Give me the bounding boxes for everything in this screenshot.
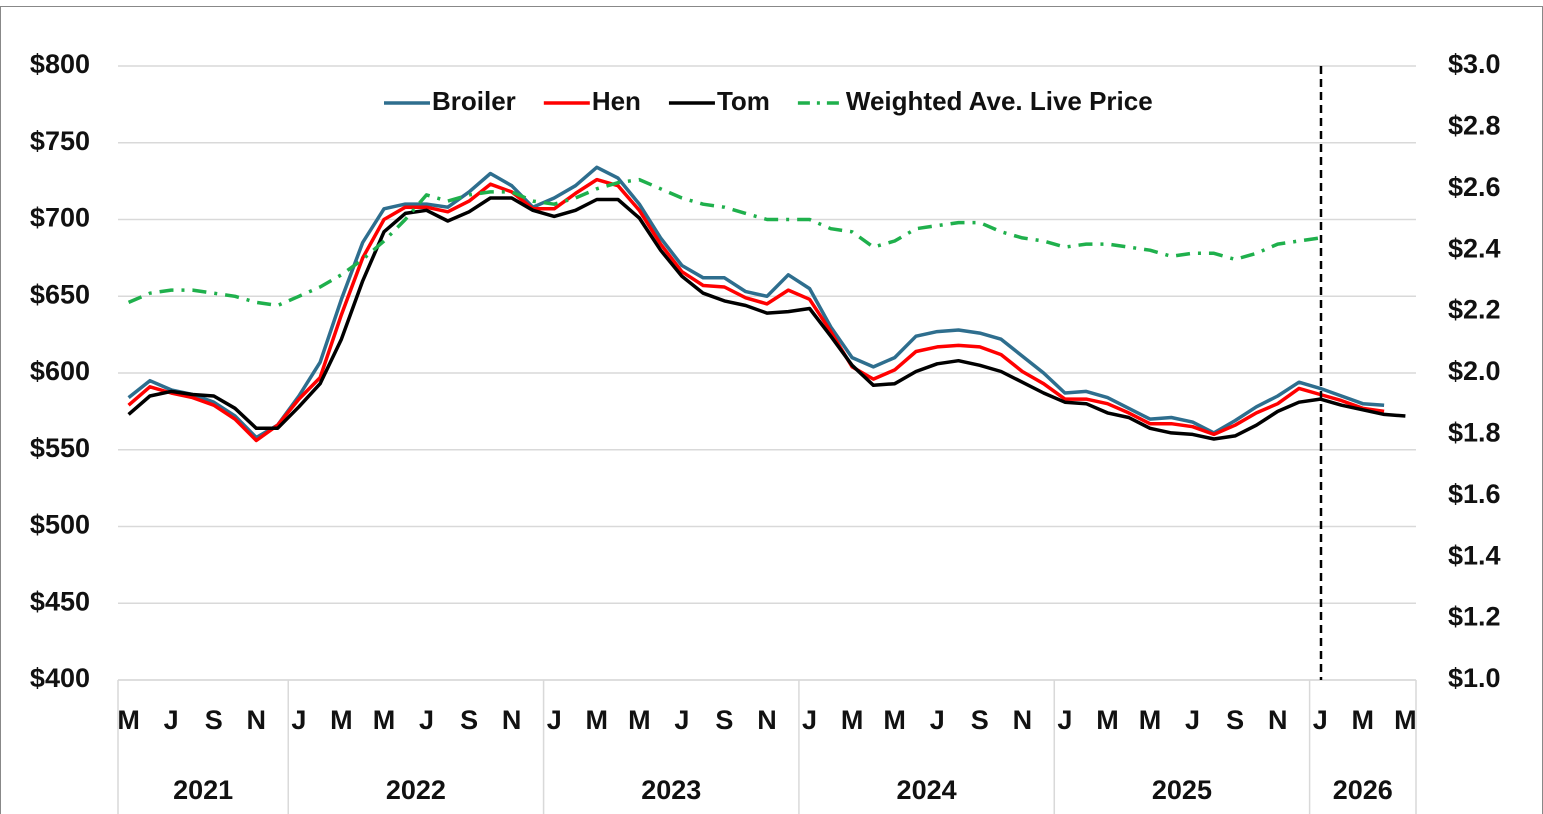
series-line xyxy=(127,177,1385,443)
x-group-label: 2022 xyxy=(386,775,446,805)
legend-label: Hen xyxy=(592,86,641,116)
y2-tick-label: $1.0 xyxy=(1448,663,1501,693)
x-tick-label: M xyxy=(883,705,906,735)
y2-tick-label: $2.0 xyxy=(1448,356,1501,386)
x-tick-label: S xyxy=(971,705,989,735)
x-tick-label: J xyxy=(930,705,945,735)
y2-tick-label: $1.2 xyxy=(1448,602,1501,632)
x-tick-label: M xyxy=(1352,705,1375,735)
x-tick-label: J xyxy=(1185,705,1200,735)
legend-label: Broiler xyxy=(432,86,516,116)
x-tick-label: N xyxy=(247,705,267,735)
x-tick-label: S xyxy=(460,705,478,735)
x-group-label: 2025 xyxy=(1152,775,1212,805)
x-tick-label: M xyxy=(586,705,609,735)
x-tick-label: M xyxy=(1394,705,1417,735)
x-group-label: 2023 xyxy=(641,775,701,805)
y2-tick-label: $3.0 xyxy=(1448,49,1501,79)
y2-tick-label: $2.8 xyxy=(1448,111,1501,141)
x-tick-label: J xyxy=(802,705,817,735)
x-tick-label: M xyxy=(628,705,651,735)
x-tick-label: J xyxy=(164,705,179,735)
y-tick-label: $700 xyxy=(30,203,90,233)
legend-label: Tom xyxy=(717,86,770,116)
x-group-label: 2024 xyxy=(897,775,957,805)
y-tick-label: $550 xyxy=(30,433,90,463)
x-group-label: 2021 xyxy=(173,775,233,805)
x-tick-label: J xyxy=(1313,705,1328,735)
legend: Broiler Hen Tom Weighted Ave. Live Price xyxy=(384,86,1153,116)
x-tick-label: N xyxy=(502,705,522,735)
x-tick-label: S xyxy=(1226,705,1244,735)
y-tick-label: $750 xyxy=(30,126,90,156)
x-tick-label: N xyxy=(1013,705,1033,735)
frame xyxy=(0,6,1543,814)
legend-label: Weighted Ave. Live Price xyxy=(846,86,1153,116)
x-tick-label: J xyxy=(547,705,562,735)
x-tick-label: N xyxy=(757,705,777,735)
series-line xyxy=(127,177,1321,308)
x-tick-label: M xyxy=(1139,705,1162,735)
x-tick-label: M xyxy=(373,705,396,735)
y2-tick-label: $2.2 xyxy=(1448,295,1501,325)
y2-tick-label: $1.8 xyxy=(1448,418,1501,448)
y-tick-label: $600 xyxy=(30,356,90,386)
y-tick-label: $650 xyxy=(30,279,90,309)
x-tick-label: J xyxy=(291,705,306,735)
x-tick-label: J xyxy=(674,705,689,735)
y2-tick-label: $1.4 xyxy=(1448,540,1501,570)
x-tick-label: M xyxy=(330,705,353,735)
x-tick-label: J xyxy=(1057,705,1072,735)
x-tick-label: S xyxy=(715,705,733,735)
series-line xyxy=(127,196,1406,441)
x-tick-label: M xyxy=(841,705,864,735)
y-tick-label: $500 xyxy=(30,510,90,540)
y-tick-label: $400 xyxy=(30,663,90,693)
x-tick-label: N xyxy=(1268,705,1288,735)
y-tick-label: $800 xyxy=(30,49,90,79)
x-group-label: 2026 xyxy=(1333,775,1393,805)
x-tick-label: S xyxy=(205,705,223,735)
x-tick-label: M xyxy=(117,705,140,735)
x-tick-label: M xyxy=(1096,705,1119,735)
y2-tick-label: $1.6 xyxy=(1448,479,1501,509)
y-tick-label: $450 xyxy=(30,586,90,616)
y2-tick-label: $2.6 xyxy=(1448,172,1501,202)
y2-tick-label: $2.4 xyxy=(1448,233,1501,263)
x-tick-label: J xyxy=(419,705,434,735)
series-line xyxy=(127,165,1385,440)
